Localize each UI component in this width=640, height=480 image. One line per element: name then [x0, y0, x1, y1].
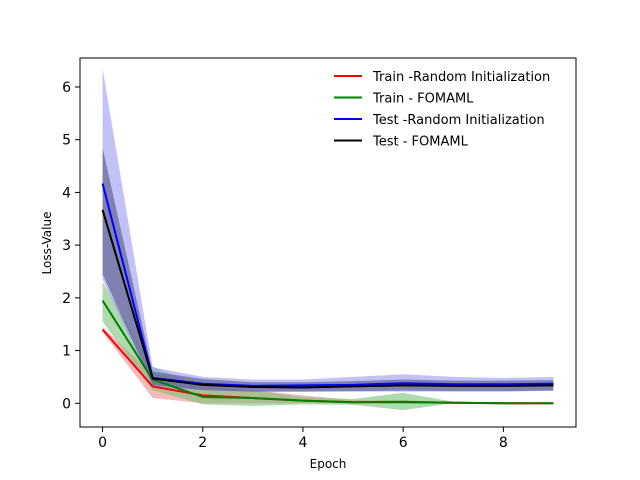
legend: Train -Random Initialization Train - FOMA…	[334, 70, 550, 150]
y-tick-label: 5	[62, 133, 71, 149]
legend-label-3: Test -Random Initialization	[372, 113, 545, 128]
band-series-4	[102, 147, 554, 392]
x-tick-label: 6	[399, 435, 408, 451]
y-axis-ticks: 0 1 2 3 4 5 6	[62, 80, 80, 412]
line-series-3	[101, 183, 554, 387]
x-tick-label: 0	[98, 435, 107, 451]
y-tick-label: 4	[62, 185, 71, 201]
line-series-2	[101, 299, 554, 405]
x-tick-label: 4	[298, 435, 307, 451]
legend-label-4: Test - FOMAML	[372, 135, 469, 150]
y-tick-label: 2	[62, 291, 71, 307]
x-axis-label: Epoch	[310, 457, 347, 471]
x-tick-label: 2	[198, 435, 207, 451]
x-axis-ticks: 0 2 4 6 8	[98, 427, 508, 451]
y-axis-label: Loss-Value	[40, 212, 54, 275]
y-tick-label: 3	[62, 238, 71, 254]
legend-label-1: Train -Random Initialization	[372, 70, 550, 85]
y-tick-label: 1	[62, 344, 71, 360]
line-series-4	[101, 209, 554, 389]
y-tick-label: 6	[62, 80, 71, 96]
plot-area-frame	[79, 57, 577, 428]
legend-label-2: Train - FOMAML	[372, 92, 474, 107]
y-tick-label: 0	[62, 396, 71, 412]
series-lines	[101, 183, 554, 405]
x-tick-label: 8	[499, 435, 508, 451]
